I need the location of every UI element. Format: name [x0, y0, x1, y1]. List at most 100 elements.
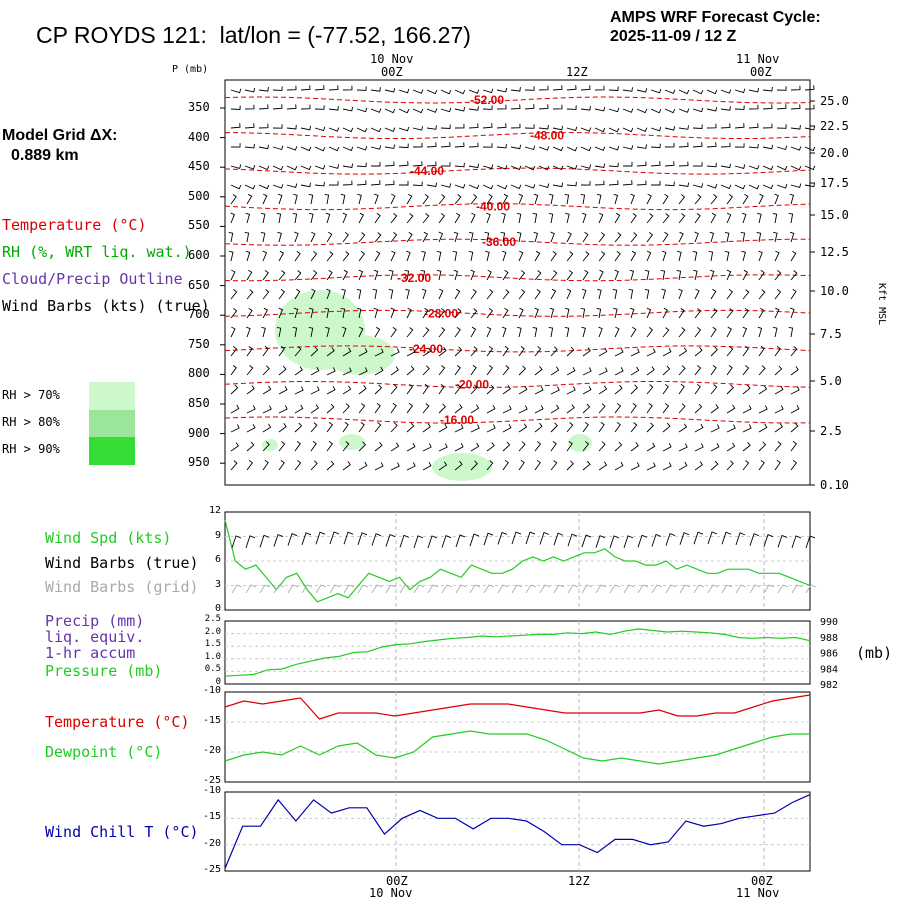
wind-barb — [356, 162, 367, 168]
legend-cloud: Cloud/Precip Outline — [2, 270, 183, 288]
wind-barb — [277, 193, 283, 205]
wind-barb — [774, 423, 784, 433]
wind-barb — [565, 212, 570, 224]
wind-barb-grid — [595, 584, 607, 594]
wind-barb — [597, 288, 602, 300]
pressure-tick: 850 — [188, 396, 210, 410]
wind-barb — [454, 384, 462, 395]
wind-barb — [614, 326, 620, 338]
wind-barb — [644, 288, 650, 300]
wind-barb-true — [357, 532, 368, 545]
wind-barb — [230, 194, 237, 205]
wind-barb — [246, 346, 253, 357]
wind-barb — [356, 86, 367, 91]
wind-barb — [422, 383, 429, 395]
pressure-tick: 700 — [188, 307, 210, 322]
wind-barb — [580, 106, 591, 111]
wind-barb — [422, 461, 432, 471]
wind-barb — [772, 326, 778, 338]
pressure-tick: 650 — [188, 277, 210, 292]
wind-barb — [694, 213, 701, 224]
wind-barb — [496, 184, 508, 190]
wind-barb — [692, 251, 698, 262]
wind-barb — [748, 104, 759, 110]
wind-barb — [662, 307, 669, 319]
wind-barb-true — [553, 532, 564, 546]
wind-barb — [426, 142, 437, 148]
wind-barb — [623, 162, 633, 167]
wind-barb — [566, 270, 574, 281]
pressure-axis-label: P (mb) — [172, 64, 209, 75]
wind-barb — [664, 89, 676, 94]
wind-barb — [708, 250, 714, 262]
wind-barb-grid — [763, 584, 775, 594]
wind-barb — [278, 307, 284, 319]
wind-barb — [694, 403, 703, 414]
wind-barb — [230, 424, 240, 433]
wind-barb — [412, 181, 423, 187]
wind-barb — [398, 161, 409, 167]
wind-barb — [342, 251, 350, 262]
wind-barb — [262, 307, 269, 319]
wind-barb — [594, 163, 606, 169]
wind-barb — [486, 404, 496, 414]
wind-barb — [758, 307, 765, 319]
wind-barb-true — [693, 531, 704, 545]
temperature-contour-label: -28.00 — [424, 306, 458, 320]
dewpoint-line — [224, 730, 810, 765]
wind-barb — [598, 441, 606, 452]
wind-barb — [246, 269, 253, 281]
wind-barb — [374, 326, 381, 338]
wind-barb — [566, 165, 578, 170]
wind-barb — [310, 440, 317, 452]
wind-barb — [629, 307, 635, 319]
wind-barb — [581, 288, 587, 300]
wind-barb — [580, 181, 591, 186]
wind-barb — [272, 145, 284, 151]
wind-barb-grid — [441, 584, 453, 594]
wind-barb — [646, 422, 654, 433]
pressure-tick: 800 — [188, 366, 210, 381]
wind-barb — [294, 288, 301, 300]
wind-frame — [224, 511, 811, 611]
wind-barb — [373, 269, 379, 281]
wind-barb-grid — [791, 584, 803, 594]
wind-barb — [534, 289, 541, 300]
wind-barb — [358, 367, 368, 376]
grid-info: Model Grid ΔX: 0.889 km — [2, 126, 118, 166]
wind-barb — [342, 163, 354, 169]
wind-barb — [790, 366, 799, 376]
wind-barb — [678, 142, 689, 148]
wind-barb-true — [525, 531, 536, 545]
wind-barb — [390, 366, 400, 376]
wind-barb — [650, 108, 662, 114]
wind-barb — [421, 288, 427, 300]
wind-barb — [328, 127, 340, 132]
wind-barb — [629, 269, 635, 281]
wind-speed-tick: 6 — [214, 554, 221, 565]
top-date-3: 11 Nov — [736, 52, 780, 66]
wind-barb — [636, 161, 647, 167]
wind-barb — [278, 423, 287, 433]
wind-barb — [646, 250, 652, 262]
wind-barb — [566, 441, 573, 452]
wind-barb-grid — [735, 584, 747, 594]
wind-barb-true — [749, 533, 760, 546]
wind-barb-true — [455, 534, 466, 548]
wind-barb — [308, 326, 314, 338]
wind-barb — [486, 308, 494, 319]
wind-barb — [341, 326, 347, 338]
wind-barb — [762, 144, 774, 150]
wind-barb — [501, 212, 506, 224]
wind-barb — [694, 346, 703, 357]
wind-barb-true — [567, 533, 578, 547]
wind-barb — [598, 232, 606, 243]
temperature-tick: -15 — [202, 715, 221, 726]
wind-barb — [662, 231, 669, 243]
wind-barb — [358, 385, 367, 395]
wind-barb — [486, 269, 492, 281]
pressure-tick: 550 — [188, 218, 210, 233]
height-tick: 15.0 — [820, 208, 849, 222]
wind-barb — [482, 164, 494, 169]
wind-barb — [325, 212, 331, 224]
